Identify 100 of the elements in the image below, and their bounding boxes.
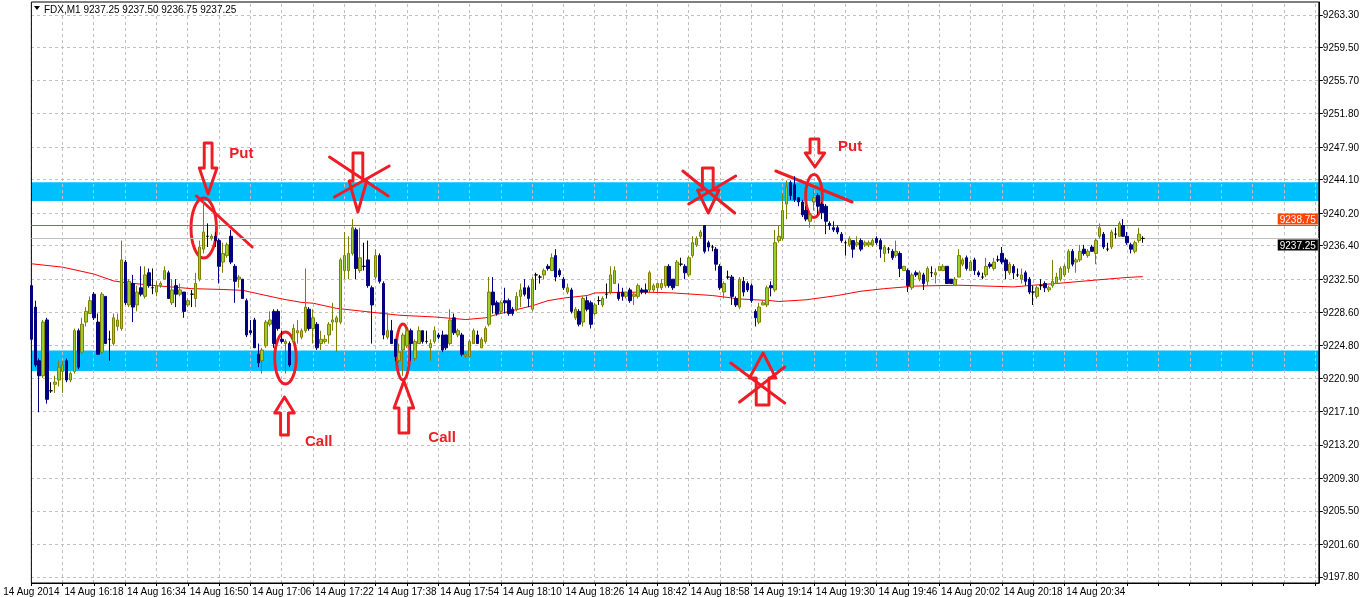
candlestick bbox=[182, 291, 186, 319]
x-tick-label: 14 Aug 17:06 bbox=[252, 585, 312, 597]
y-tick-label: 9209.30 bbox=[1322, 472, 1360, 484]
candlestick bbox=[957, 248, 961, 278]
candlestick bbox=[738, 276, 741, 310]
y-tick-label: 9220.90 bbox=[1322, 373, 1360, 385]
x-tick-label: 14 Aug 18:10 bbox=[502, 585, 563, 597]
candlestick bbox=[757, 302, 761, 325]
y-tick-label: 9236.40 bbox=[1322, 240, 1360, 252]
candlestick bbox=[894, 240, 898, 259]
candlestick bbox=[1051, 259, 1054, 289]
y-tick-label: 9228.60 bbox=[1322, 307, 1360, 319]
candlestick bbox=[816, 192, 820, 216]
candlestick bbox=[546, 263, 550, 272]
x-tick-label: 14 Aug 16:18 bbox=[64, 585, 124, 597]
candlestick bbox=[296, 319, 299, 345]
candlestick bbox=[1020, 267, 1023, 284]
candlestick bbox=[699, 229, 702, 239]
candlestick bbox=[370, 285, 374, 345]
candlestick bbox=[1102, 231, 1105, 250]
candlestick bbox=[531, 276, 534, 312]
candlestick bbox=[914, 270, 918, 278]
candlestick bbox=[656, 282, 659, 293]
candlestick bbox=[789, 180, 792, 201]
candlestick bbox=[45, 317, 49, 405]
candlestick bbox=[382, 280, 385, 340]
candlestick bbox=[941, 263, 945, 272]
candlestick bbox=[452, 313, 456, 336]
candlestick bbox=[566, 282, 569, 295]
candlestick bbox=[311, 308, 315, 345]
candlestick bbox=[863, 240, 867, 248]
candlestick bbox=[186, 298, 190, 308]
y-tick-label: 9244.10 bbox=[1322, 174, 1360, 186]
x-tick-label: 14 Aug 18:42 bbox=[628, 585, 688, 597]
candlestick bbox=[1129, 242, 1133, 254]
candlestick bbox=[237, 274, 241, 289]
y-tick-label: 9259.50 bbox=[1322, 41, 1360, 53]
candlestick bbox=[362, 242, 366, 272]
candlestick bbox=[534, 272, 538, 291]
y-tick-label: 9232.50 bbox=[1322, 273, 1360, 285]
candlestick bbox=[593, 302, 597, 317]
candlestick bbox=[292, 323, 295, 345]
candlestick bbox=[378, 252, 381, 284]
candlestick bbox=[832, 220, 835, 233]
candlestick bbox=[730, 274, 734, 306]
candlestick bbox=[1082, 244, 1086, 257]
x-tick-label: 14 Aug 19:46 bbox=[878, 585, 938, 597]
candlestick bbox=[1090, 244, 1094, 252]
x-tick-label: 14 Aug 19:14 bbox=[753, 585, 813, 597]
candlestick bbox=[315, 321, 319, 351]
candlestick bbox=[245, 298, 248, 338]
candlestick bbox=[77, 328, 80, 370]
candlestick bbox=[143, 265, 147, 300]
candlestick bbox=[808, 210, 812, 229]
candlestick bbox=[906, 267, 910, 293]
candlestick bbox=[1067, 248, 1070, 274]
candlestick bbox=[867, 240, 871, 248]
x-tick-label: 14 Aug 16:34 bbox=[127, 585, 187, 597]
candlestick bbox=[605, 282, 608, 300]
candlestick bbox=[859, 237, 863, 252]
candlestick bbox=[624, 291, 628, 300]
x-tick-label: 14 Aug 17:22 bbox=[314, 585, 375, 597]
candlestick bbox=[272, 308, 276, 349]
candlestick bbox=[1118, 220, 1121, 237]
candlestick bbox=[1059, 265, 1062, 282]
candlestick bbox=[433, 325, 436, 345]
candlestick bbox=[640, 287, 644, 295]
candlestick bbox=[61, 360, 64, 394]
candlestick bbox=[253, 317, 256, 349]
x-tick-label: 14 Aug 20:18 bbox=[1003, 585, 1064, 597]
candlestick bbox=[922, 272, 925, 291]
candlestick bbox=[151, 267, 154, 295]
candlestick bbox=[401, 332, 405, 377]
ref-line-label: 9237.25 bbox=[1279, 239, 1317, 251]
x-tick-label: 14 Aug 19:30 bbox=[815, 585, 876, 597]
candlestick bbox=[108, 330, 111, 362]
candlestick bbox=[883, 244, 886, 263]
candlestick bbox=[69, 370, 72, 383]
candlestick bbox=[855, 235, 859, 248]
y-tick-label: 9240.20 bbox=[1322, 207, 1360, 219]
candlestick bbox=[421, 330, 424, 345]
candlestick bbox=[104, 295, 107, 345]
candlestick bbox=[902, 265, 906, 272]
y-tick-label: 9255.70 bbox=[1322, 74, 1360, 86]
line-series bbox=[30, 263, 1144, 321]
candlestick bbox=[1098, 222, 1101, 239]
x-tick-label: 14 Aug 18:26 bbox=[565, 585, 625, 597]
y-tick-label: 9263.30 bbox=[1322, 9, 1360, 21]
x-tick-label: 14 Aug 16:50 bbox=[189, 585, 250, 597]
candlestick bbox=[601, 295, 604, 308]
candlestick bbox=[491, 276, 495, 315]
candlestick bbox=[851, 240, 855, 259]
candlestick bbox=[824, 203, 828, 235]
candlestick bbox=[319, 330, 323, 351]
y-tick-label: 9213.20 bbox=[1322, 439, 1360, 451]
x-tick-label: 14 Aug 17:54 bbox=[440, 585, 500, 597]
candlestick bbox=[992, 257, 996, 272]
candlestick bbox=[574, 306, 577, 321]
candlestick bbox=[444, 334, 448, 351]
x-tick-label: 14 Aug 2014 bbox=[3, 585, 60, 597]
